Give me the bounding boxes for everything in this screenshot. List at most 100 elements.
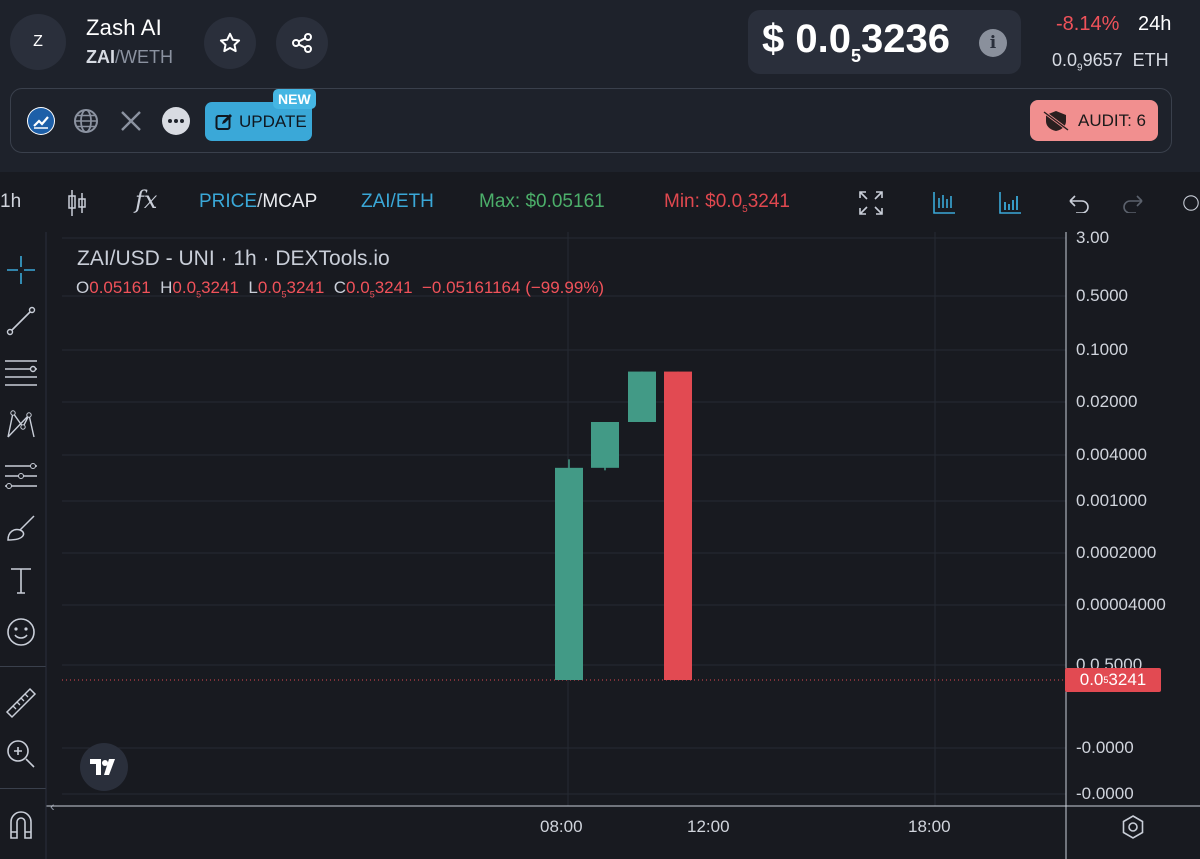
fib-tool[interactable] <box>3 355 39 391</box>
price-tick-label: 0.5000 <box>1076 286 1128 305</box>
chart-style-button[interactable] <box>929 188 959 218</box>
ruler-tool[interactable] <box>3 685 39 721</box>
magnet-tool[interactable] <box>3 806 39 842</box>
text-tool[interactable] <box>3 562 39 598</box>
favorite-button[interactable] <box>204 17 256 69</box>
candle-body <box>628 371 656 423</box>
pair-toggle[interactable]: ZAI/ETH <box>361 191 434 212</box>
time-tick-label: 08:00 <box>540 817 583 836</box>
trendline-tool[interactable] <box>3 303 39 339</box>
chart-logo-icon <box>28 108 54 134</box>
zoom-tool[interactable] <box>3 736 39 772</box>
undo-button[interactable] <box>1064 188 1094 218</box>
price-display: $ 0.053236 i <box>748 10 1021 74</box>
crosshair-tool[interactable] <box>3 252 39 288</box>
time-tick-label: 18:00 <box>908 817 951 836</box>
price-tick-label: 0.001000 <box>1076 491 1147 510</box>
close-prefix: 0.0 <box>346 278 370 297</box>
ohlc-change: −0.05161164 (−99.99%) <box>421 278 605 297</box>
high-digits: 3241 <box>201 278 239 297</box>
eth-unit: ETH <box>1132 50 1169 70</box>
high-zero-count: 5 <box>196 289 202 300</box>
candle-body <box>591 422 619 468</box>
price-tick-label: 0.004000 <box>1076 445 1147 464</box>
price-digits: 3236 <box>861 17 950 61</box>
close-zero-count: 5 <box>369 289 375 300</box>
eth-zero-count: 9 <box>1077 62 1083 74</box>
currency-symbol: $ <box>762 17 785 61</box>
candlestick-icon <box>68 190 86 216</box>
usd-price: $ 0.053236 <box>762 17 950 67</box>
more-links-button[interactable] <box>162 107 190 135</box>
price-tick-label: 0.02000 <box>1076 392 1138 411</box>
token-name: Zash AI <box>86 15 162 40</box>
more-dots-icon <box>168 119 184 123</box>
zoom-in-icon <box>7 740 35 768</box>
price-mcap-toggle[interactable]: PRICE/MCAP <box>199 191 317 213</box>
last-price-digits: 3241 <box>1108 670 1147 689</box>
mcap-option[interactable]: MCAP <box>262 191 318 212</box>
brush-icon <box>7 515 35 541</box>
prediction-tool[interactable] <box>3 458 39 494</box>
price-change-24h: -8.14% <box>1056 13 1120 35</box>
eth-price-prefix: 0.0 <box>1052 50 1078 70</box>
candle-body <box>664 371 692 680</box>
volume-toggle-button[interactable] <box>995 188 1025 218</box>
new-badge: NEW <box>273 89 316 109</box>
audit-label: AUDIT: 6 <box>1078 110 1147 130</box>
min-zero-count: 5 <box>742 203 748 215</box>
ruler-icon <box>5 687 37 719</box>
candle-body <box>555 467 583 680</box>
audit-button[interactable]: AUDIT: 6 <box>1030 100 1158 141</box>
chart-axes <box>45 232 1200 859</box>
price-tick-label: 0.0002000 <box>1076 543 1157 562</box>
tradingview-logo[interactable] <box>80 743 128 791</box>
price-tick-label: -0.0000 <box>1076 738 1134 757</box>
candles-type-button[interactable] <box>62 188 92 218</box>
last-price-zero-count: 5 <box>1103 675 1109 685</box>
tools-divider <box>0 788 46 789</box>
fullscreen-icon <box>859 191 883 215</box>
chart-toolbar: 1h fx PRICE/MCAP ZAI/ETH Max: $0.05161 M… <box>0 172 1200 232</box>
share-icon <box>292 33 312 53</box>
indicators-button[interactable]: fx <box>135 186 158 214</box>
undo-icon <box>1069 195 1089 213</box>
share-button[interactable] <box>276 17 328 69</box>
redo-button[interactable] <box>1118 188 1148 218</box>
update-label: UPDATE <box>239 111 307 131</box>
redo-icon <box>1123 195 1143 213</box>
price-tick-label: 0.1000 <box>1076 340 1128 359</box>
high-prefix: 0.0 <box>172 278 197 297</box>
dextools-link[interactable] <box>27 107 55 135</box>
price-option[interactable]: PRICE <box>199 191 258 212</box>
interval-selector[interactable]: 1h <box>0 191 22 212</box>
price-prefix: 0.0 <box>795 17 851 61</box>
brush-tool[interactable] <box>3 510 39 546</box>
low-prefix: 0.0 <box>257 278 282 297</box>
close-label: C <box>333 278 347 297</box>
high-label: H <box>160 278 173 297</box>
info-icon[interactable]: i <box>979 29 1007 57</box>
chart-settings-icon[interactable] <box>1120 814 1146 840</box>
forecast-icon <box>5 463 37 489</box>
open-label: O <box>76 278 90 297</box>
last-price-prefix: 0.0 <box>1079 670 1104 689</box>
globe-icon <box>74 109 98 133</box>
emoji-tool[interactable] <box>3 614 39 650</box>
quote-symbol: WETH <box>120 47 174 67</box>
edit-icon <box>215 113 232 130</box>
website-link[interactable] <box>72 107 100 135</box>
fullscreen-button[interactable] <box>856 188 886 218</box>
time-tick-label: 12:00 <box>687 817 730 836</box>
eth-price-digits: 9657 <box>1082 50 1123 70</box>
crosshair-icon <box>7 256 35 284</box>
toggle-separator: / <box>257 191 263 212</box>
candles <box>555 371 692 680</box>
magnet-icon <box>10 811 32 839</box>
min-prefix: Min: $0.0 <box>664 191 743 212</box>
screenshot-button[interactable] <box>1182 188 1200 218</box>
x-twitter-link[interactable] <box>117 107 145 135</box>
bars-chart-icon <box>933 192 955 214</box>
pattern-tool[interactable] <box>3 406 39 442</box>
